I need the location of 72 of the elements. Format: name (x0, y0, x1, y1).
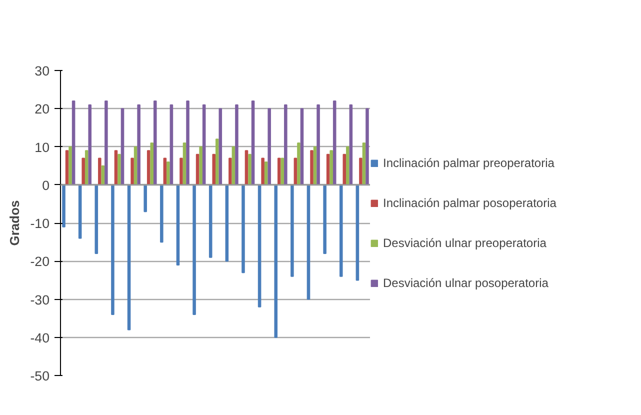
bar (235, 104, 238, 186)
bar (310, 150, 314, 186)
bar (130, 158, 134, 186)
bar (153, 100, 157, 186)
y-tick-label: -40 (30, 330, 50, 346)
bar (261, 158, 264, 186)
bar (290, 184, 294, 277)
bar (330, 150, 333, 186)
bar (251, 100, 255, 186)
bar (176, 184, 180, 266)
bar (225, 184, 229, 262)
bar (127, 184, 131, 330)
bar (306, 184, 310, 300)
bar (62, 184, 66, 228)
bar (208, 184, 212, 258)
bar (166, 162, 170, 186)
y-tick-label: 10 (34, 140, 50, 155)
bar (186, 100, 190, 186)
bar (137, 104, 140, 186)
bar (323, 184, 326, 254)
bar (215, 138, 219, 186)
bar (297, 142, 300, 186)
bar (258, 184, 262, 308)
legend-label: Desviación ulnar preoperatoria (383, 236, 546, 250)
legend-label: Inclinación palmar preoperatoria (383, 156, 554, 170)
bar (94, 184, 98, 254)
legend-label: Desviación ulnar posoperatoria (383, 276, 548, 290)
bar (228, 158, 232, 186)
y-tick-label: 20 (34, 102, 50, 117)
y-tick-label: -30 (30, 292, 50, 308)
bar (170, 104, 174, 186)
bar (88, 104, 92, 186)
bar (111, 184, 114, 315)
bar (212, 154, 216, 186)
bar (150, 142, 154, 186)
bar (118, 154, 121, 186)
bar (339, 184, 343, 277)
y-tick-label: 0 (42, 178, 50, 193)
y-tick-label: 30 (34, 64, 50, 78)
y-tick-label: -20 (30, 254, 50, 270)
bar (160, 184, 164, 243)
y-tick-label: -10 (30, 216, 50, 231)
bar (180, 158, 183, 186)
bar (218, 108, 222, 186)
y-axis-title: Grados (7, 200, 22, 246)
bar (120, 108, 124, 186)
bar (199, 146, 202, 186)
legend-label: Inclinación palmar posoperatoria (383, 196, 556, 210)
bar (274, 184, 278, 338)
bar (248, 154, 252, 186)
bar (202, 104, 206, 186)
bar (366, 108, 369, 186)
bar (316, 104, 320, 186)
bar (192, 184, 196, 315)
bar (332, 100, 336, 186)
bar (98, 158, 102, 186)
bar (144, 184, 147, 212)
bar (104, 100, 108, 186)
bar (346, 146, 350, 186)
bar (68, 146, 72, 186)
bar (242, 184, 245, 274)
bar (78, 184, 82, 239)
bar (268, 108, 271, 186)
bar (356, 184, 360, 281)
bar (349, 104, 353, 186)
bar (72, 100, 76, 186)
bar (82, 158, 85, 186)
bar (284, 104, 288, 186)
bar (277, 158, 281, 186)
bar (359, 158, 362, 186)
y-tick-label: -50 (30, 368, 50, 384)
bar (300, 108, 304, 186)
